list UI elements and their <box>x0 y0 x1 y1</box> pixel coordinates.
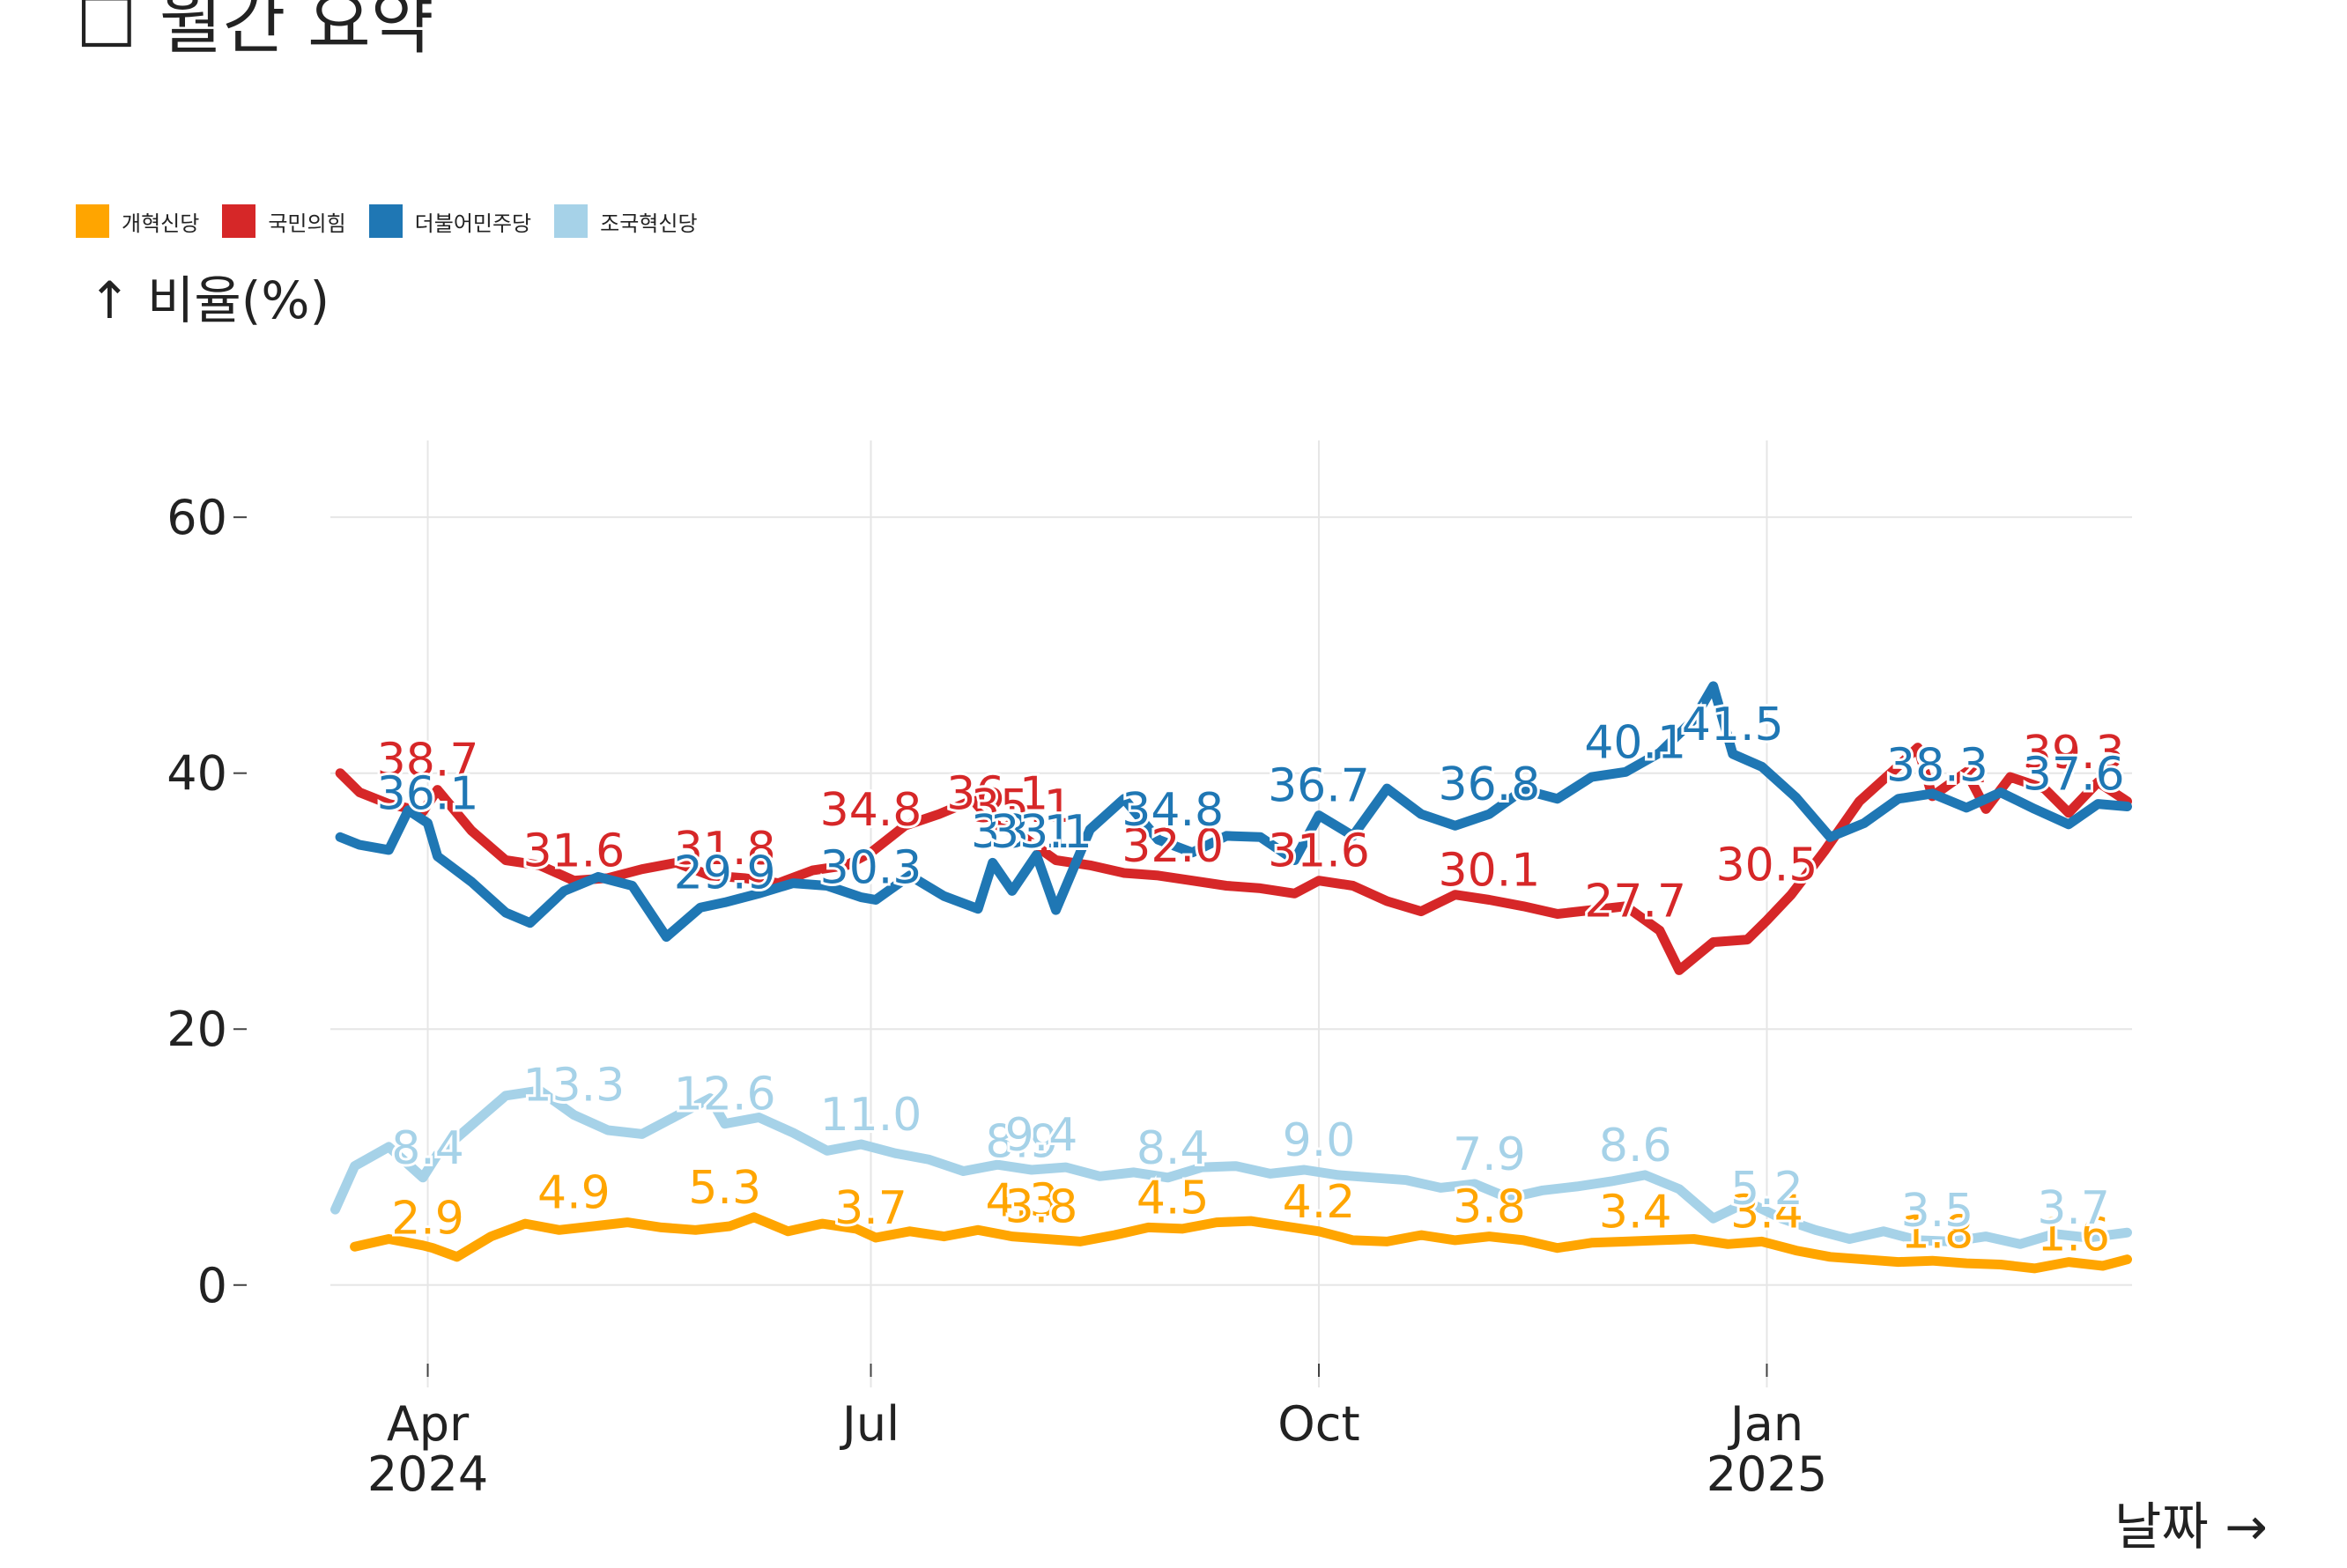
data-label-2: 40.1 <box>1584 716 1686 769</box>
y-tick-label: 40 <box>167 746 227 802</box>
data-label-1: 30.1 <box>1439 845 1541 898</box>
data-label-1: 39.3 <box>2023 727 2125 780</box>
series-line-3 <box>330 1085 2132 1249</box>
series-lines <box>330 681 2132 1274</box>
data-label-3: 3.7 <box>2037 1182 2110 1235</box>
legend: 개혁신당 국민의힘 더불어민주당 조국혁신당 <box>76 204 698 238</box>
data-label-3: 7.9 <box>1453 1128 1526 1181</box>
data-label-0: 1.6 <box>2037 1209 2110 1262</box>
legend-item-rebuilding[interactable]: 조국혁신당 <box>554 204 698 238</box>
data-label-2: 36.7 <box>1268 760 1370 813</box>
data-label-2: 36.1 <box>377 767 479 820</box>
data-label-0: 4.5 <box>1136 1172 1210 1224</box>
data-label-2: 38.3 <box>1886 739 1988 792</box>
data-label-3: 11.0 <box>820 1089 922 1142</box>
data-label-1: 36.1 <box>946 767 1048 820</box>
data-label-1: 38.7 <box>377 735 479 788</box>
legend-item-gaehyeok[interactable]: 개혁신당 <box>76 204 199 238</box>
data-label-1: 27.7 <box>1584 875 1686 928</box>
data-label-1: 32.0 <box>1122 820 1224 873</box>
data-labels: 2.9 4.9 5.3 3.7 4.33.8 4.5 4.2 3.8 3.4 3.4 1.8 1.63… <box>374 696 2128 1265</box>
data-label-2: 34.8 <box>1122 784 1224 837</box>
grid <box>330 440 2132 1387</box>
data-label-0: 1.8 <box>1901 1207 1974 1260</box>
x-tick-year-label: 2025 <box>1707 1446 1827 1502</box>
data-label-3: 5.2 <box>1730 1163 1803 1216</box>
data-label-0: 3.4 <box>1730 1186 1803 1239</box>
data-label-1: 31.6 <box>522 825 625 878</box>
data-label-3: 9.4 <box>1005 1109 1078 1162</box>
data-label-0: 4.3 <box>985 1174 1058 1227</box>
series-line-1 <box>335 743 2132 975</box>
data-label-0: 5.3 <box>688 1162 761 1215</box>
legend-item-dp[interactable]: 더불어민주당 <box>368 204 532 238</box>
y-axis-label: ↑ 비율(%) <box>88 270 330 330</box>
x-tick-label: Jan <box>1728 1396 1803 1452</box>
legend-swatch-gaehyeok <box>76 204 109 238</box>
data-label-3: 12.6 <box>674 1069 776 1121</box>
data-label-3: 8.9 <box>985 1115 1058 1168</box>
legend-label-ppp: 국민의힘 <box>268 211 346 236</box>
x-tick-label: Apr <box>387 1396 470 1452</box>
data-label-3: 8.4 <box>391 1122 464 1175</box>
data-label-1: 38.2 <box>1886 741 1988 794</box>
legend-swatch-rebuilding <box>554 204 589 238</box>
data-label-1: 34.8 <box>820 784 922 837</box>
data-label-3: 13.3 <box>522 1060 625 1113</box>
legend-label-rebuilding: 조국혁신당 <box>600 211 698 236</box>
chart-title: ☐ 월간 요약 <box>76 0 434 63</box>
y-tick-label: 20 <box>167 1002 227 1057</box>
legend-item-ppp[interactable]: 국민의힘 <box>222 204 346 238</box>
x-tick-year-label: 2024 <box>367 1446 488 1502</box>
data-label-3: 8.6 <box>1599 1120 1672 1172</box>
data-label-2: 30.3 <box>820 842 922 895</box>
data-label-2: 29.9 <box>674 847 776 899</box>
data-label-2: 36.8 <box>1439 758 1541 811</box>
data-label-1: 35.1 <box>971 780 1073 833</box>
data-label-3: 3.5 <box>1901 1185 1974 1238</box>
legend-swatch-ppp <box>222 204 256 238</box>
data-label-0: 3.8 <box>1453 1181 1526 1234</box>
data-label-2: 33.1 <box>990 806 1092 859</box>
x-tick-label: Jul <box>840 1396 900 1452</box>
data-label-3: 9.0 <box>1283 1114 1356 1167</box>
data-label-0: 4.2 <box>1283 1176 1356 1229</box>
data-label-2: 41.5 <box>1682 699 1784 751</box>
legend-swatch-dp <box>368 204 403 238</box>
data-label-1: 31.8 <box>674 823 776 876</box>
data-label-2: 37.6 <box>2023 749 2125 802</box>
series-line-0 <box>350 1212 2132 1274</box>
x-tick-label: Oct <box>1277 1396 1359 1452</box>
y-tick-label: 0 <box>197 1258 227 1313</box>
data-label-0: 3.4 <box>1599 1186 1672 1239</box>
legend-label-gaehyeok: 개혁신당 <box>122 211 200 236</box>
y-tick-label: 60 <box>167 490 227 545</box>
data-label-3: 8.4 <box>1136 1122 1210 1175</box>
data-label-0: 3.8 <box>1005 1181 1078 1234</box>
data-label-0: 4.9 <box>537 1167 611 1220</box>
data-label-0: 3.7 <box>834 1182 907 1235</box>
data-label-2: 33.1 <box>971 806 1073 859</box>
legend-label-dp: 더불어민주당 <box>414 211 532 236</box>
data-label-1: 31.6 <box>1268 825 1370 878</box>
data-label-0: 2.9 <box>391 1193 464 1246</box>
data-label-1: 30.5 <box>1716 839 1818 892</box>
x-axis-label: 날짜 → <box>2114 1497 2268 1557</box>
series-line-2 <box>335 681 2132 943</box>
